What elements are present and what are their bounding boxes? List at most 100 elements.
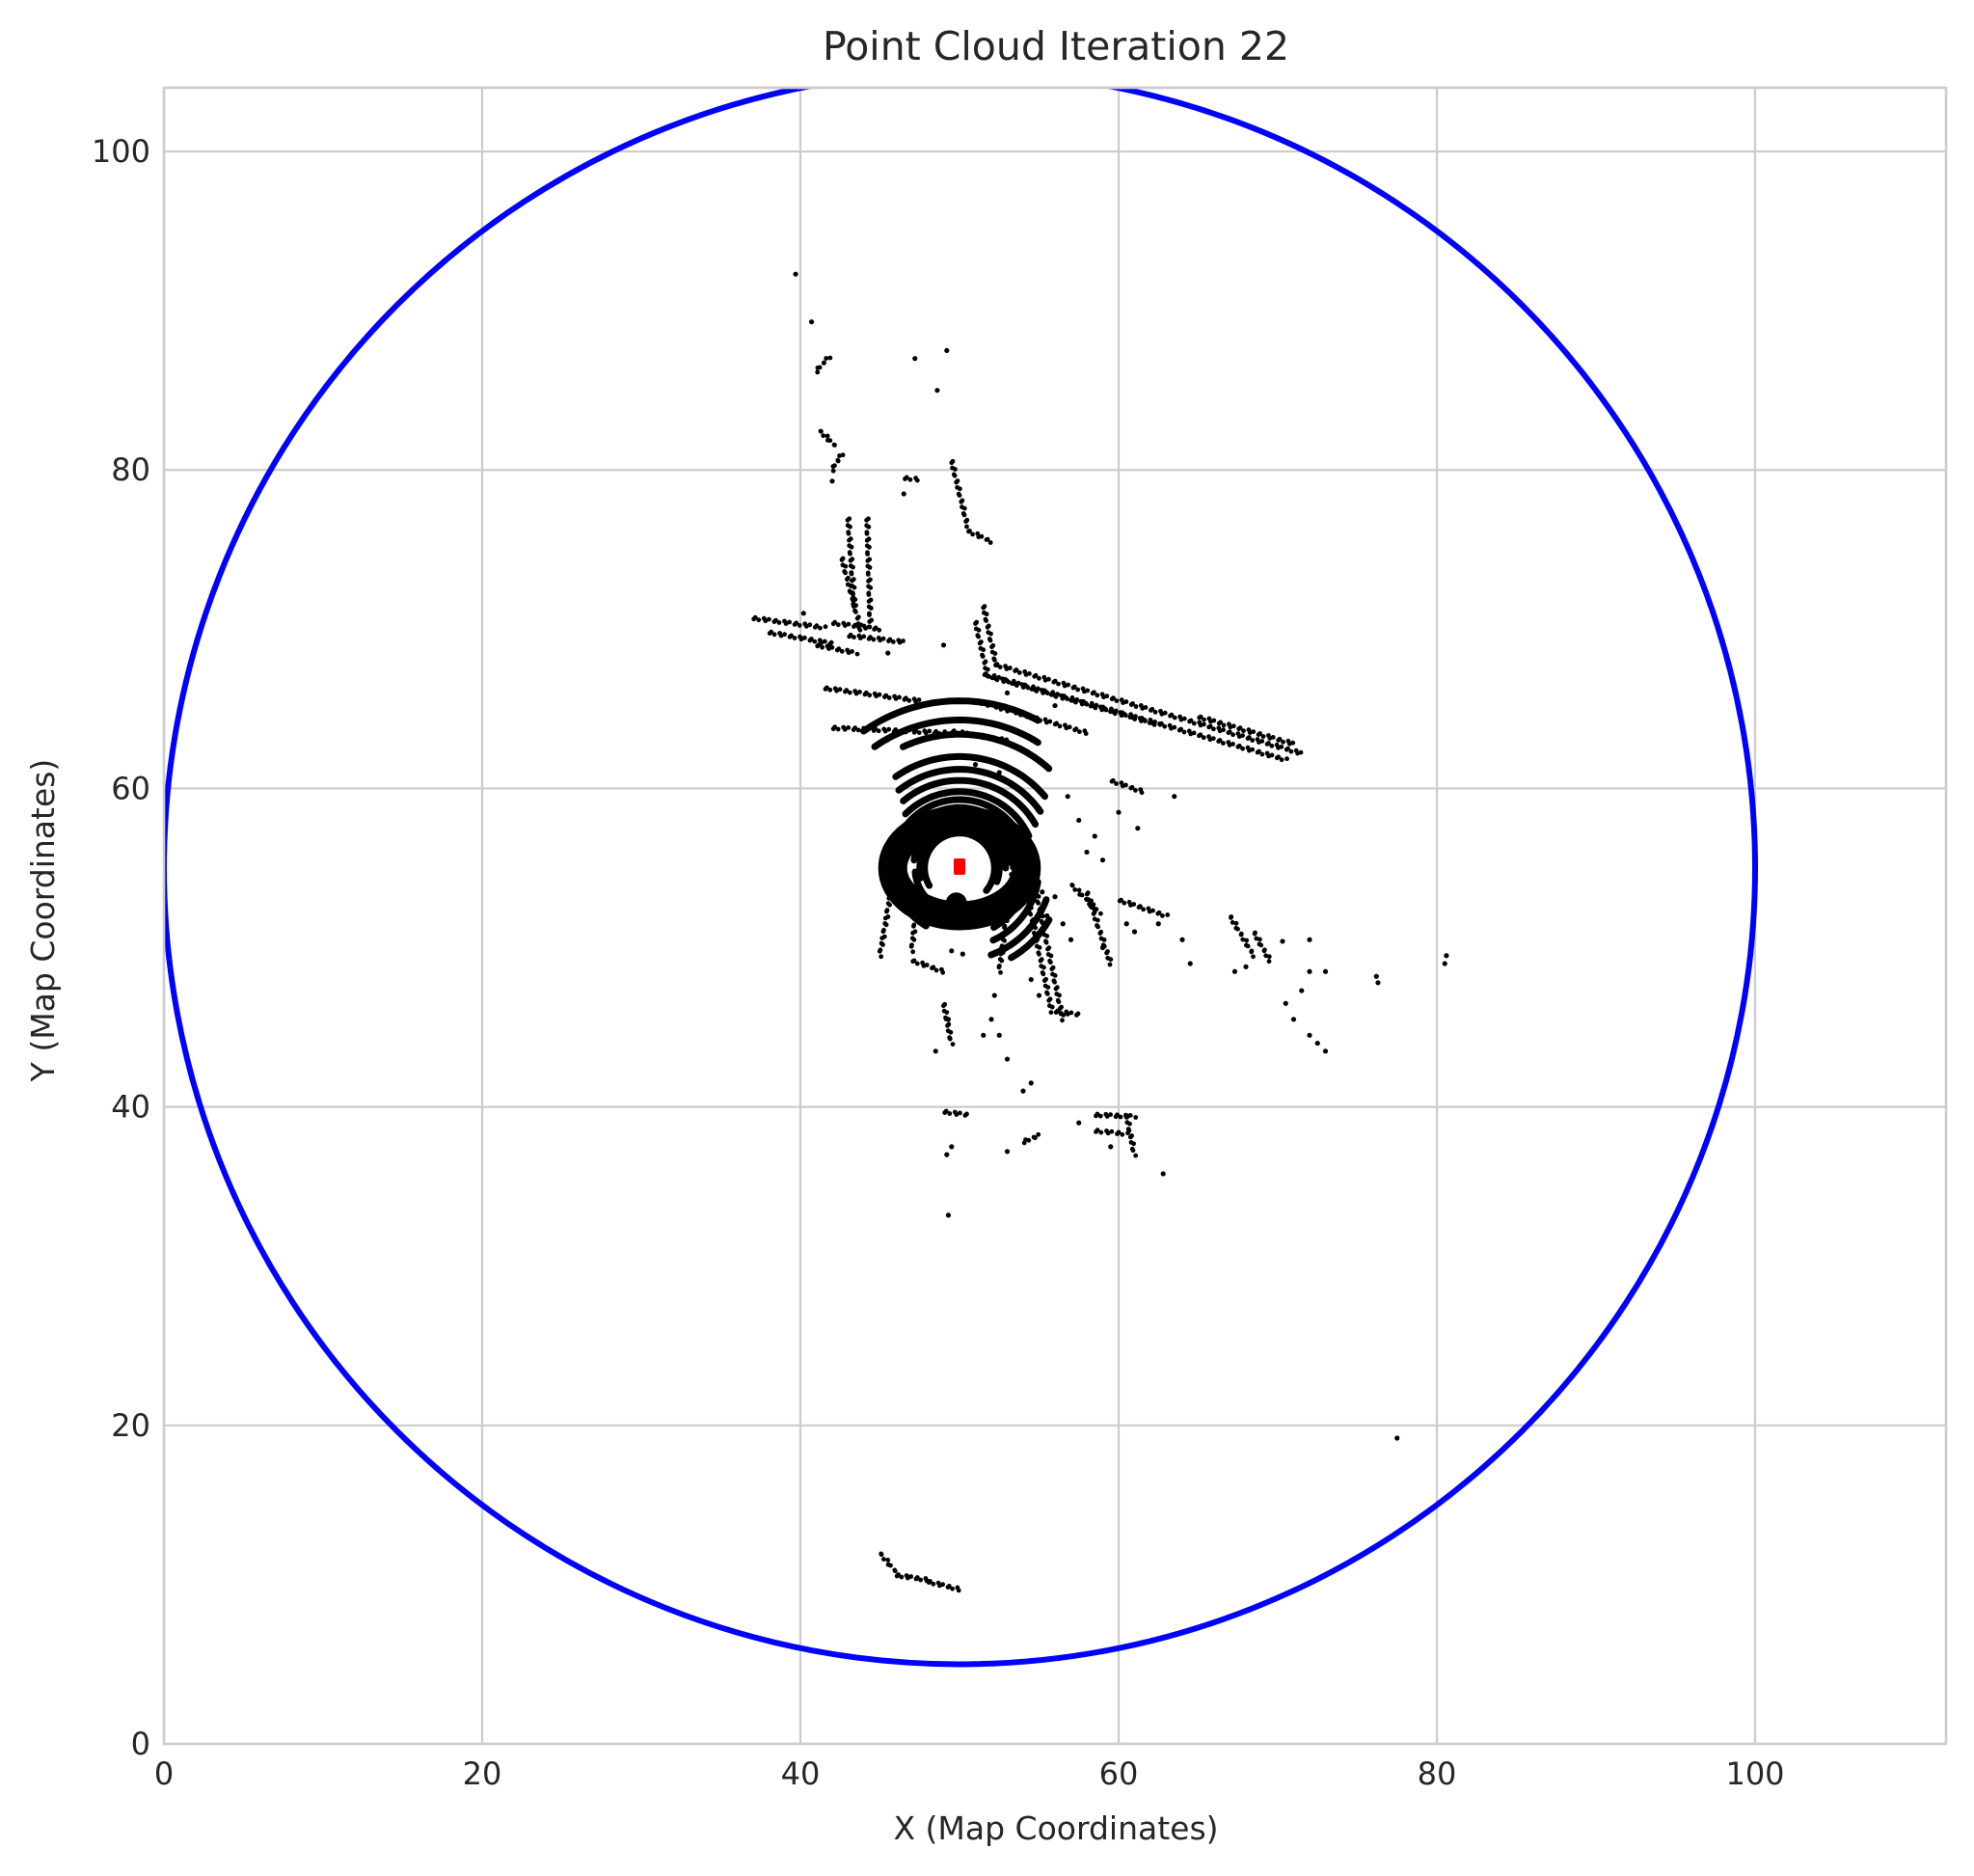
lidar-point: [945, 1023, 950, 1028]
lidar-point: [877, 692, 882, 697]
lidar-point: [1075, 687, 1081, 693]
lidar-point: [895, 848, 901, 854]
lidar-point: [802, 635, 807, 640]
vehicle-marker: [954, 857, 965, 875]
lidar-point: [996, 1032, 1002, 1038]
y-tick-label: 100: [92, 133, 150, 170]
lidar-point: [1007, 666, 1013, 670]
point-segment: [847, 632, 906, 645]
lidar-point: [967, 529, 972, 533]
point-segment: [981, 604, 1000, 667]
point-segment: [830, 724, 948, 736]
lidar-point: [1114, 698, 1120, 703]
lidar-point: [914, 961, 920, 966]
lidar-point: [843, 570, 848, 576]
scan-cluster: [878, 805, 1041, 931]
lidar-point: [934, 388, 940, 394]
lidar-point: [866, 624, 872, 630]
lidar-point: [1373, 973, 1379, 979]
lidar-point: [1065, 1012, 1070, 1017]
lidar-point: [955, 730, 960, 736]
point-segment: [908, 834, 928, 955]
lidar-point: [1014, 683, 1019, 688]
lidar-point: [1127, 1134, 1133, 1140]
lidar-point: [940, 698, 947, 704]
lidar-point: [829, 644, 835, 650]
lidar-point: [1041, 913, 1045, 919]
lidar-point: [1093, 705, 1098, 711]
scan-arc: [900, 776, 1040, 829]
lidar-point: [945, 1017, 952, 1022]
point-segment: [1109, 777, 1145, 796]
lidar-point: [1150, 908, 1155, 913]
lidar-point: [1024, 892, 1029, 897]
lidar-point: [1230, 732, 1235, 738]
lidar-point: [789, 633, 794, 639]
lidar-point: [949, 1144, 955, 1150]
lidar-point: [1114, 781, 1119, 786]
lidar-point: [1181, 716, 1187, 721]
lidar-point: [1172, 724, 1177, 730]
lidar-point: [868, 606, 874, 611]
lidar-point: [769, 629, 774, 635]
lidar-point: [793, 271, 798, 277]
lidar-point: [1033, 1135, 1038, 1141]
lidar-point: [876, 728, 881, 734]
plot-frame: [162, 86, 1948, 1746]
lidar-point: [1375, 980, 1381, 986]
lidar-point: [888, 1563, 893, 1568]
lidar-point: [877, 627, 882, 633]
lidar-point: [1165, 912, 1171, 917]
lidar-point: [919, 855, 924, 860]
lidar-point: [1116, 809, 1122, 815]
lidar-point: [1201, 735, 1206, 741]
lidar-point: [1036, 900, 1041, 906]
y-axis-label: Y (Map Coordinates): [24, 759, 62, 1083]
point-segment: [1020, 827, 1067, 1023]
lidar-point: [919, 868, 925, 874]
lidar-point: [916, 697, 922, 702]
lidar-point: [1033, 672, 1039, 678]
lidar-point: [1221, 727, 1226, 733]
lidar-point: [1046, 997, 1052, 1003]
lidar-point: [819, 428, 824, 434]
lidar-point: [848, 557, 853, 563]
lidar-point: [1442, 961, 1447, 966]
lidar-point: [1028, 905, 1034, 911]
point-segment: [1094, 1128, 1130, 1137]
grid: [162, 88, 1946, 1746]
lidar-point: [1032, 932, 1038, 938]
lidar-point: [1053, 693, 1059, 699]
lidar-point: [1071, 684, 1077, 690]
lidar-point: [958, 1110, 962, 1116]
lidar-point: [1014, 667, 1019, 672]
lidar-point: [917, 888, 923, 894]
point-segment: [989, 674, 1162, 727]
lidar-point: [1045, 985, 1051, 990]
lidar-point: [940, 1582, 946, 1588]
point-segment: [767, 629, 834, 646]
lidar-point: [868, 635, 873, 640]
lidar-point: [1000, 937, 1006, 942]
lidar-point: [916, 730, 922, 735]
lidar-point: [862, 727, 868, 733]
lidar-point: [943, 1108, 949, 1114]
lidar-point: [864, 530, 870, 536]
lidar-point: [1260, 734, 1266, 739]
point-segment: [941, 1001, 956, 1047]
lidar-point: [1307, 937, 1312, 942]
lidar-point: [800, 611, 806, 616]
point-segment: [815, 642, 860, 657]
lidar-point: [850, 596, 855, 602]
lidar-point: [1210, 736, 1216, 741]
lidar-point: [1221, 741, 1226, 746]
lidar-point: [857, 690, 862, 694]
lidar-point: [1092, 833, 1097, 839]
lidar-point: [835, 457, 841, 463]
lidar-point: [1241, 728, 1246, 734]
lidar-point: [1009, 890, 1014, 896]
lidar-point: [1235, 926, 1240, 932]
lidar-point: [973, 621, 978, 626]
lidar-point: [1127, 1121, 1132, 1127]
lidar-point: [940, 969, 946, 975]
